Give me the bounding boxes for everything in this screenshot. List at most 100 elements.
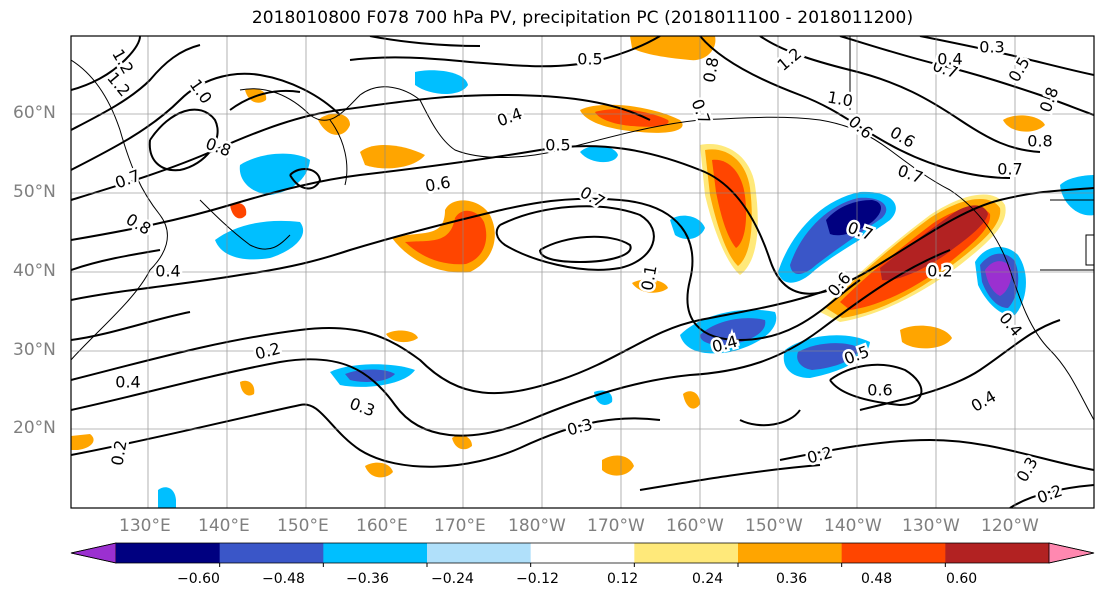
positive-anomaly — [240, 380, 255, 396]
positive-anomaly — [71, 434, 94, 450]
positive-anomaly — [602, 455, 634, 476]
pv-contour-line — [759, 36, 1041, 153]
pv-contour-line — [539, 235, 632, 264]
lon-label: 120°W — [981, 516, 1039, 536]
colorbar-tick-label: 0.24 — [692, 571, 724, 587]
negative-anomaly — [580, 145, 618, 163]
colorbar-segment — [945, 543, 1050, 563]
coastline — [239, 86, 421, 121]
contour-label-halo: 0.4 — [937, 50, 962, 69]
contour-label: 0.2 — [107, 439, 130, 467]
contour-label: 0.4 — [155, 262, 180, 281]
pv-contour-line — [71, 145, 831, 295]
pv-contour-line — [639, 464, 821, 491]
contour-label-halo: 0.4 — [155, 262, 180, 281]
lat-label: 40°N — [13, 261, 56, 281]
pv-contour-line — [71, 197, 861, 342]
positive-anomaly — [452, 435, 472, 450]
negative-anomaly — [670, 215, 705, 240]
contour-label: 0.6 — [424, 172, 452, 195]
lon-label: 170°W — [587, 516, 645, 536]
negative-anomaly — [797, 343, 860, 370]
pv-contour-line — [859, 319, 1061, 411]
colorbar — [70, 542, 1095, 567]
contour-label: 0.1 — [637, 264, 660, 292]
lon-label: 160°W — [666, 516, 724, 536]
lon-label: 180°W — [508, 516, 566, 536]
pv-contour-line — [71, 249, 951, 437]
positive-anomaly — [365, 462, 393, 478]
pv-contour-line — [779, 438, 1094, 471]
lat-label: 20°N — [13, 418, 56, 438]
coastline — [199, 199, 291, 250]
colorbar-tick-label: 0.48 — [861, 571, 893, 587]
negative-anomaly — [1060, 175, 1094, 216]
positive-anomaly — [683, 391, 700, 409]
colorbar-arrow-low — [70, 542, 117, 564]
colorbar-tick-label: −0.36 — [346, 571, 389, 587]
pv-contour-line — [495, 205, 655, 271]
contour-label-halo: 0.5 — [577, 50, 602, 69]
pv-contour-line — [349, 36, 661, 68]
pv-contour-line — [829, 363, 923, 407]
colorbar-outline — [70, 542, 1095, 564]
positive-anomaly — [595, 109, 669, 127]
map-title: 2018010800 F078 700 hPa PV, precipitatio… — [251, 8, 914, 28]
negative-anomaly — [826, 200, 881, 236]
lon-label: 160°E — [356, 516, 408, 536]
contour-label-halo: 0.5 — [545, 136, 570, 155]
negative-anomaly — [239, 153, 310, 195]
negative-anomaly — [215, 220, 304, 260]
pv-contour-line — [739, 409, 801, 427]
colorbar-tick-label: 0.60 — [946, 571, 978, 587]
coastline — [329, 119, 348, 186]
positive-anomaly — [405, 210, 487, 265]
pv-contour-line — [919, 36, 1094, 76]
colorbar-tick-label: −0.12 — [516, 571, 559, 587]
colorbar-segment — [738, 543, 843, 563]
pv-contour-line — [71, 249, 161, 271]
colorbar-segment — [116, 543, 221, 563]
lat-label: 50°N — [13, 182, 56, 202]
colorbar-tick-label: 0.12 — [607, 571, 639, 587]
colorbar-segment — [634, 543, 739, 563]
map-frame — [70, 35, 1095, 509]
pv-contour-line — [699, 36, 1011, 179]
lon-label: 130°W — [902, 516, 960, 536]
pv-contour-line — [148, 108, 219, 172]
positive-anomaly — [1003, 115, 1045, 132]
negative-anomaly — [415, 70, 468, 95]
contour-label-halo: 0.4 — [115, 373, 140, 392]
colorbar-arrow-high — [1048, 542, 1095, 564]
contour-label: 1.0 — [826, 87, 854, 110]
contour-label: 0.4 — [937, 50, 962, 69]
contour-label: 0.6 — [867, 381, 892, 400]
pv-contour-line — [1009, 484, 1094, 508]
contour-label-halo: 0.7 — [997, 160, 1022, 179]
negative-anomaly — [158, 487, 176, 508]
colorbar-tick-label: 0.36 — [776, 571, 808, 587]
contour-label-halo: 0.6 — [867, 381, 892, 400]
positive-anomaly — [880, 205, 988, 281]
lon-label: 150°W — [745, 516, 803, 536]
lon-label: 170°E — [434, 516, 486, 536]
positive-anomaly — [632, 279, 668, 293]
political-border — [1085, 234, 1094, 266]
positive-anomaly — [360, 144, 425, 169]
lon-label: 140°W — [824, 516, 882, 536]
pv-contour-line — [71, 93, 651, 201]
contour-label-halo: 0.8 — [1027, 132, 1052, 151]
colorbar-segment — [219, 543, 324, 563]
positive-anomaly — [386, 330, 418, 343]
colorbar-tick-label: −0.60 — [177, 571, 220, 587]
colorbar-segment — [323, 543, 428, 563]
contour-label-halo: 0.2 — [927, 262, 952, 281]
coastline — [71, 59, 168, 361]
pv-contour-line — [71, 187, 1094, 395]
lon-label: 130°E — [119, 516, 171, 536]
contour-label: 0.5 — [545, 136, 570, 155]
contour-label: 0.7 — [997, 160, 1022, 179]
contour-label-halo: 0.3 — [979, 38, 1004, 57]
lat-label: 30°N — [13, 340, 56, 360]
